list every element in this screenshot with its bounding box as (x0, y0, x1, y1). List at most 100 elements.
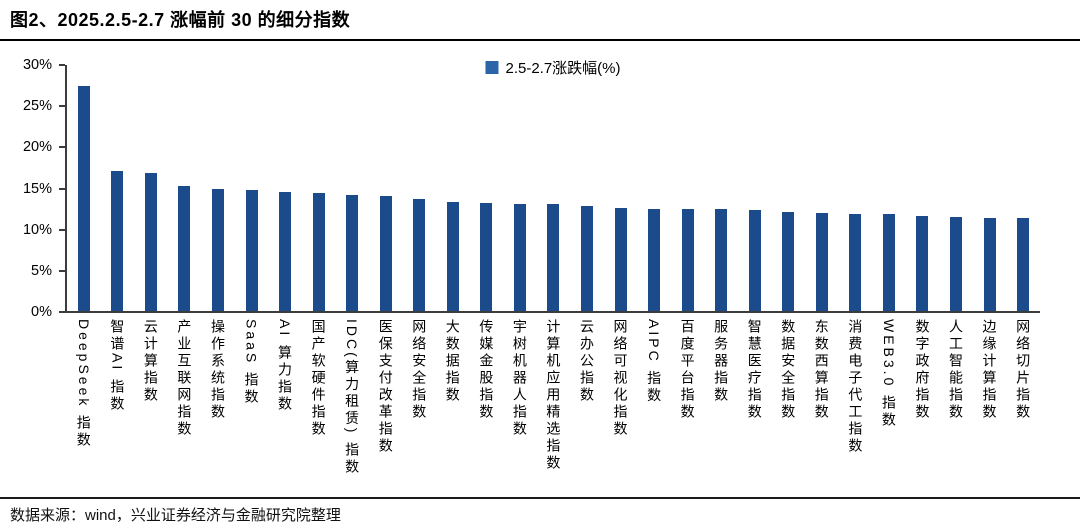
x-label-slot: 智慧医疗指数 (738, 319, 772, 421)
x-axis-label: 云办公指数 (578, 319, 595, 404)
y-tick-mark (59, 311, 65, 313)
bar-slot (704, 65, 738, 311)
bar-slot (436, 65, 470, 311)
bar (77, 85, 90, 311)
bar (211, 188, 224, 311)
y-axis-line (65, 65, 67, 312)
x-axis-label: 智慧医疗指数 (746, 319, 763, 421)
y-tick-mark (59, 228, 65, 231)
bar-slot (168, 65, 202, 311)
bar (279, 192, 292, 311)
x-label-slot: 计算机应用精选指数 (537, 319, 571, 472)
y-tick-label: 5% (31, 262, 52, 279)
bar (513, 203, 526, 311)
x-axis-label: DeepSeek 指数 (75, 319, 92, 450)
footer-divider (0, 497, 1080, 499)
x-label-slot: 网络安全指数 (402, 319, 436, 421)
bar-slot (771, 65, 805, 311)
bar (580, 206, 593, 311)
x-label-slot: 网络切片指数 (1006, 319, 1040, 421)
y-axis: 30% 25% 20% 15% 10% 5% 0% (0, 57, 66, 320)
bar (245, 190, 258, 311)
y-tick-mark (59, 146, 65, 149)
x-label-slot: 东数西算指数 (805, 319, 839, 421)
bar (346, 194, 359, 311)
x-label-slot: 宇树机器人指数 (503, 319, 537, 438)
bar-slot (872, 65, 906, 311)
x-label-slot: 边缘计算指数 (973, 319, 1007, 421)
y-tick-mark (59, 187, 65, 190)
bar-slot (302, 65, 336, 311)
chart-title: 图2、2025.2.5-2.7 涨幅前 30 的细分指数 (10, 10, 351, 30)
bar (648, 208, 661, 311)
x-axis-label: 数据安全指数 (780, 319, 797, 421)
y-tick-mark (59, 269, 65, 272)
x-axis-label: 网络安全指数 (411, 319, 428, 421)
bar-slot (67, 65, 101, 311)
x-label-slot: SaaS 指数 (235, 319, 269, 406)
legend: 2.5-2.7涨跌幅(%) (485, 57, 621, 78)
x-label-slot: 网络可视化指数 (604, 319, 638, 438)
x-label-slot: 医保支付改革指数 (369, 319, 403, 455)
x-axis-label: SaaS 指数 (243, 319, 260, 407)
bar-slot (335, 65, 369, 311)
x-axis-label: 网络可视化指数 (612, 319, 629, 438)
bar-slot (839, 65, 873, 311)
bar-slot (101, 65, 135, 311)
bar-slot (570, 65, 604, 311)
bar (882, 214, 895, 311)
x-label-slot: 大数据指数 (436, 319, 470, 404)
bar-slot (805, 65, 839, 311)
x-label-slot: AI 算力指数 (268, 319, 302, 413)
bar (312, 192, 325, 311)
bars (67, 65, 1040, 311)
bar-slot (671, 65, 705, 311)
bar-slot (906, 65, 940, 311)
x-axis-label: 边缘计算指数 (981, 319, 998, 421)
bar (614, 207, 627, 311)
x-label-slot: 智谱AI 指数 (101, 319, 135, 413)
x-axis-label: 消费电子代工指数 (847, 319, 864, 455)
x-axis-label: 智谱AI 指数 (109, 319, 126, 414)
x-axis-label: 操作系统指数 (209, 319, 226, 421)
x-axis-label: 国产软硬件指数 (310, 319, 327, 438)
x-label-slot: IDC(算力租赁) 指数 (335, 319, 369, 476)
bar (144, 173, 157, 311)
bar (681, 209, 694, 311)
x-axis-label: 数字政府指数 (914, 319, 931, 421)
bar-slot (738, 65, 772, 311)
legend-series-label: 2.5-2.7涨跌幅(%) (505, 60, 621, 77)
bar (547, 203, 560, 311)
x-label-slot: AIPC 指数 (637, 319, 671, 405)
bar-slot (1006, 65, 1040, 311)
y-tick-label: 25% (22, 98, 52, 115)
x-axis-label: AIPC 指数 (646, 319, 663, 405)
bar-slot (470, 65, 504, 311)
x-axis-label: 网络切片指数 (1015, 319, 1032, 421)
x-label-slot: 传媒金股指数 (470, 319, 504, 421)
x-label-slot: 人工智能指数 (939, 319, 973, 421)
bar (849, 214, 862, 311)
x-axis-label: 服务器指数 (713, 319, 730, 404)
x-label-slot: 云计算指数 (134, 319, 168, 404)
bar (715, 209, 728, 311)
x-axis-label: 传媒金股指数 (478, 319, 495, 421)
x-axis-label: 产业互联网指数 (176, 319, 193, 438)
bar (782, 211, 795, 311)
x-axis-label: IDC(算力租赁) 指数 (344, 319, 361, 477)
x-axis-label: 医保支付改革指数 (377, 319, 394, 455)
y-tick-label: 15% (22, 180, 52, 197)
bar-slot (369, 65, 403, 311)
bar (916, 215, 929, 311)
bar (748, 210, 761, 311)
bar (446, 201, 459, 311)
y-tick-label: 20% (22, 139, 52, 156)
x-label-slot: 数据安全指数 (771, 319, 805, 421)
bar-slot (604, 65, 638, 311)
x-axis-labels: DeepSeek 指数 智谱AI 指数 云计算指数 产业互联网指数 操作系统指数 SaaS… (67, 319, 1040, 491)
x-label-slot: 数字政府指数 (906, 319, 940, 421)
x-label-slot: 消费电子代工指数 (839, 319, 873, 455)
bar (379, 196, 392, 311)
bar-slot (235, 65, 269, 311)
